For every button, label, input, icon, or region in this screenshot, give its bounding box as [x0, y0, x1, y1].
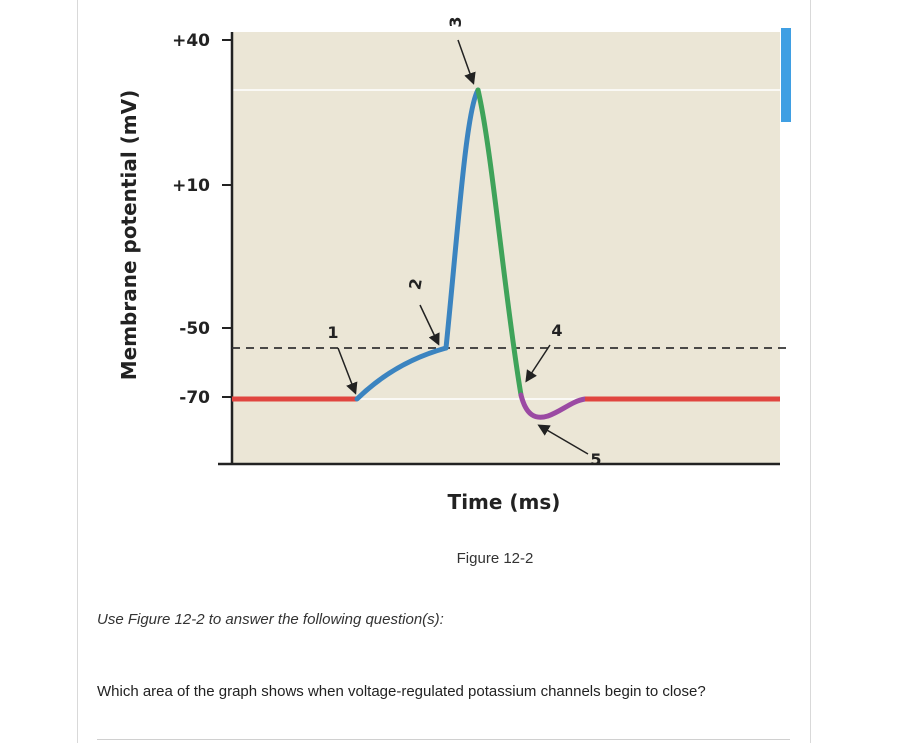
question-text: Which area of the graph shows when volta… [97, 683, 706, 700]
repolarization-segment [475, 87, 524, 398]
x-axis-label: Time (ms) [448, 490, 561, 514]
hyperpolarization-segment [518, 392, 588, 420]
y-tick-label: -50 [179, 319, 210, 339]
action-potential-chart: +40 +10 -50 -70 Membrane potential (mV) … [117, 16, 791, 514]
arrow-4 [525, 344, 551, 383]
right-border [810, 0, 811, 743]
y-tick-label: -70 [179, 388, 210, 408]
arrow-1 [337, 347, 358, 395]
y-tick-label: +40 [172, 31, 210, 51]
divider [97, 739, 790, 740]
scroll-indicator [781, 28, 791, 122]
depolarization-segment-rise [443, 87, 481, 351]
plot-background [232, 32, 780, 464]
question-instruction: Use Figure 12-2 to answer the following … [97, 611, 444, 628]
arrow-5 [537, 424, 589, 455]
depolarization-segment-slow [354, 345, 449, 402]
arrow-3 [457, 39, 476, 85]
left-border [77, 0, 78, 743]
arrow-2 [419, 304, 440, 346]
y-axis-label: Membrane potential (mV) [117, 90, 141, 381]
marker-label-5: 5 [590, 450, 601, 469]
y-tick-label: +10 [172, 176, 210, 196]
marker-label-2: 2 [405, 277, 426, 291]
figure-caption: Figure 12-2 [456, 550, 534, 567]
marker-label-3: 3 [446, 16, 465, 27]
marker-label-4: 4 [551, 321, 562, 340]
marker-label-1: 1 [327, 323, 338, 342]
